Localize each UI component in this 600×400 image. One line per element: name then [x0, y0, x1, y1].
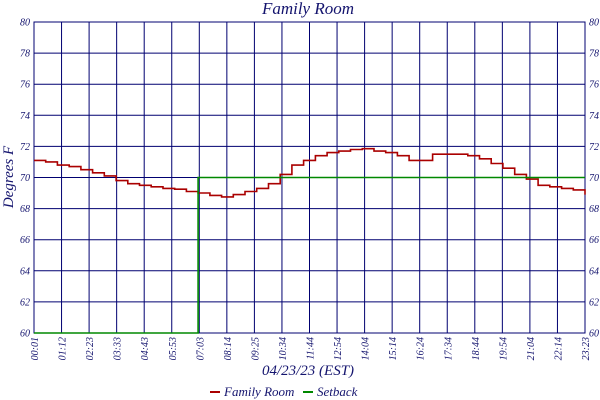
series-layer: [34, 147, 586, 334]
x-tick-label: 01:12: [58, 337, 69, 360]
legend-label: Family Room: [223, 384, 294, 399]
chart-title: Family Room: [261, 0, 354, 18]
x-tick-label: 09:25: [250, 337, 261, 360]
y-tick-label-left: 76: [20, 80, 30, 91]
x-axis-ticks: 00:01 01:12 02:23 03:33 04:43 05:53 07:03 08:14…: [30, 337, 592, 360]
y-tick-label-left: 66: [20, 235, 30, 246]
y-axis-right: 60 62 64 66 68 70 72 74 76 78 80: [589, 18, 599, 340]
x-tick-label: 11:44: [306, 337, 317, 360]
legend: Family Room Setback: [210, 384, 358, 399]
x-tick-label: 21:04: [526, 337, 537, 360]
x-tick-label: 17:34: [443, 337, 454, 360]
x-tick-label: 08:14: [223, 337, 234, 360]
y-tick-label-right: 70: [589, 173, 599, 184]
y-tick-label-right: 64: [589, 266, 599, 277]
y-tick-label-right: 62: [589, 297, 599, 308]
x-tick-label: 18:44: [471, 337, 482, 360]
series-line-family-room: [34, 147, 586, 198]
y-tick-label-right: 76: [589, 80, 599, 91]
legend-label: Setback: [317, 384, 358, 399]
x-tick-label: 22:14: [553, 337, 564, 360]
y-tick-label-right: 80: [589, 18, 599, 29]
y-tick-label-left: 68: [20, 204, 30, 215]
y-tick-label-right: 78: [589, 49, 599, 60]
y-axis-title: Degrees F: [1, 145, 17, 209]
y-tick-label-left: 64: [20, 266, 30, 277]
y-tick-label-right: 66: [589, 235, 599, 246]
y-tick-label-left: 62: [20, 297, 30, 308]
x-tick-label: 04:43: [140, 337, 151, 360]
y-tick-label-left: 74: [20, 111, 30, 122]
y-tick-label-right: 72: [589, 142, 599, 153]
x-tick-label: 07:03: [195, 337, 206, 360]
y-tick-label-left: 60: [20, 329, 30, 340]
x-tick-label: 19:54: [498, 337, 509, 360]
y-tick-label-left: 80: [20, 18, 30, 29]
x-tick-label: 14:04: [361, 337, 372, 360]
y-tick-label-left: 72: [20, 142, 30, 153]
y-tick-label-right: 60: [589, 329, 599, 340]
x-tick-label: 16:24: [416, 337, 427, 360]
y-tick-label-left: 78: [20, 49, 30, 60]
x-tick-label: 15:14: [388, 337, 399, 360]
series-line-setback: [34, 176, 585, 334]
x-axis-title: 04/23/23 (EST): [262, 363, 354, 379]
x-tick-label: 12:54: [333, 337, 344, 360]
x-tick-label: 03:33: [113, 337, 124, 360]
plot-area: [33, 21, 586, 334]
y-tick-label-right: 74: [589, 111, 599, 122]
x-tick-label: 02:23: [85, 337, 96, 360]
x-tick-label: 23:23: [581, 337, 592, 360]
y-tick-label-right: 68: [589, 204, 599, 215]
y-tick-label-left: 70: [20, 173, 30, 184]
y-axis-left: 60 62 64 66 68 70 72 74 76 78 80: [20, 18, 30, 340]
x-tick-label: 00:01: [30, 337, 41, 360]
x-tick-label: 10:34: [278, 337, 289, 360]
x-tick-label: 05:53: [168, 337, 179, 360]
